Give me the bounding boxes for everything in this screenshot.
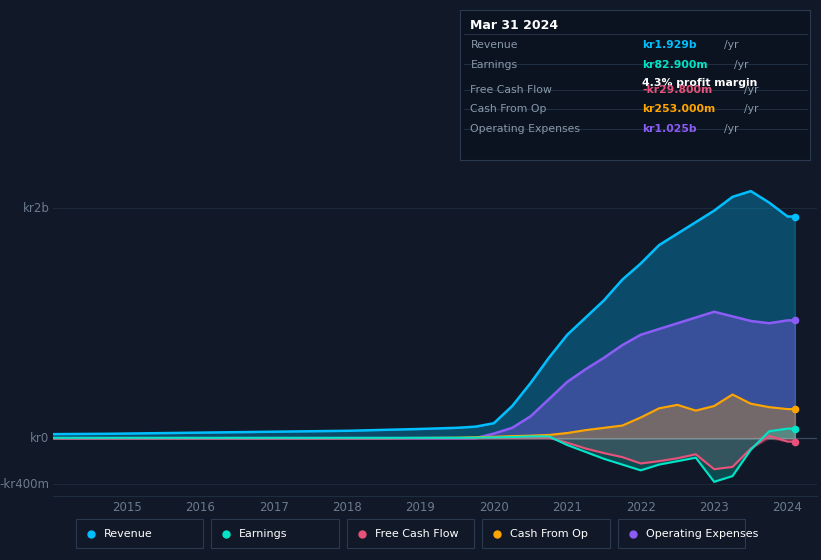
Text: Free Cash Flow: Free Cash Flow (374, 529, 458, 539)
Text: /yr: /yr (744, 85, 758, 95)
Text: Earnings: Earnings (240, 529, 288, 539)
Text: /yr: /yr (724, 124, 738, 134)
Text: kr82.900m: kr82.900m (642, 59, 708, 69)
Text: /yr: /yr (724, 40, 738, 50)
FancyBboxPatch shape (347, 519, 475, 548)
Text: 4.3% profit margin: 4.3% profit margin (642, 77, 758, 87)
Text: kr1.025b: kr1.025b (642, 124, 697, 134)
Text: /yr: /yr (744, 105, 758, 114)
Text: kr0: kr0 (30, 432, 49, 445)
Text: -kr400m: -kr400m (0, 478, 49, 491)
FancyBboxPatch shape (212, 519, 338, 548)
FancyBboxPatch shape (617, 519, 745, 548)
Text: kr253.000m: kr253.000m (642, 105, 715, 114)
Text: Operating Expenses: Operating Expenses (646, 529, 758, 539)
Text: Earnings: Earnings (470, 59, 517, 69)
Text: kr2b: kr2b (23, 202, 49, 215)
Text: kr1.929b: kr1.929b (642, 40, 697, 50)
Text: Cash From Op: Cash From Op (470, 105, 547, 114)
Text: -kr29.800m: -kr29.800m (642, 85, 713, 95)
Text: /yr: /yr (734, 59, 748, 69)
FancyBboxPatch shape (482, 519, 609, 548)
Text: Revenue: Revenue (470, 40, 518, 50)
Text: Revenue: Revenue (103, 529, 153, 539)
FancyBboxPatch shape (76, 519, 203, 548)
Text: Free Cash Flow: Free Cash Flow (470, 85, 553, 95)
Text: Cash From Op: Cash From Op (510, 529, 588, 539)
Text: Operating Expenses: Operating Expenses (470, 124, 580, 134)
Text: Mar 31 2024: Mar 31 2024 (470, 19, 558, 32)
